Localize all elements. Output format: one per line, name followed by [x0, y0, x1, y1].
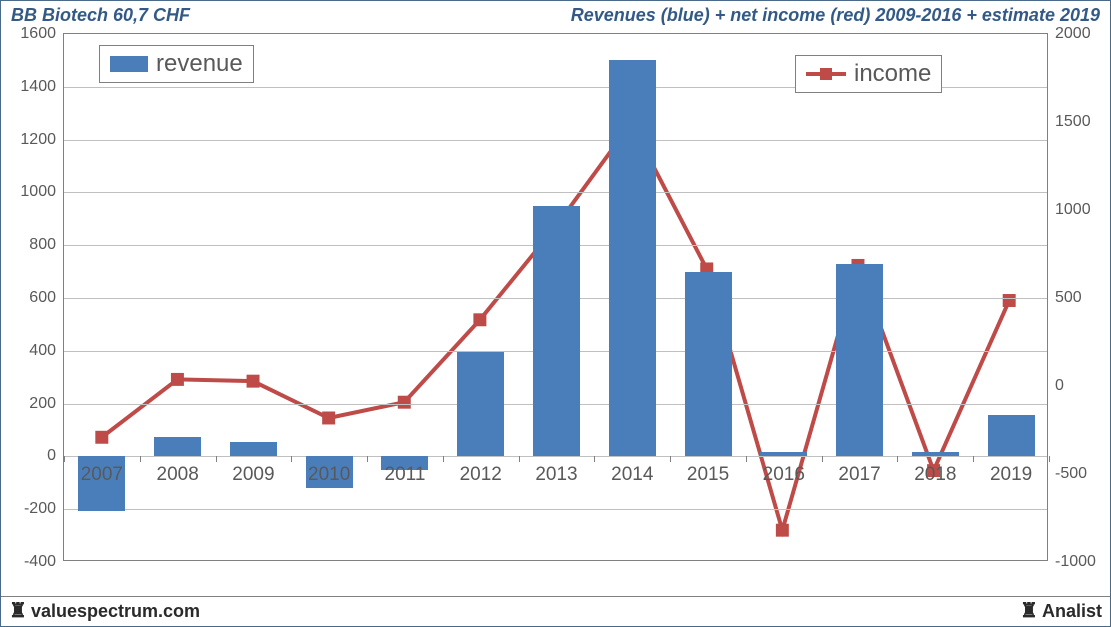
footer-left: ♜valuespectrum.com [9, 601, 200, 622]
x-category-label: 2014 [611, 464, 653, 486]
income-marker [398, 396, 411, 409]
y-left-tick-label: -200 [24, 500, 64, 518]
y-right-tick-label: -1000 [1047, 553, 1096, 571]
x-tick [670, 456, 671, 462]
y-left-tick-label: -400 [24, 553, 64, 571]
bar [836, 264, 883, 457]
income-marker [95, 431, 108, 444]
income-marker [776, 524, 789, 537]
bar [457, 352, 504, 456]
x-tick [973, 456, 974, 462]
y-right-tick-label: 2000 [1047, 25, 1091, 43]
legend-revenue: revenue [99, 45, 254, 83]
header-right-title: Revenues (blue) + net income (red) 2009-… [571, 5, 1100, 26]
income-marker [473, 313, 486, 326]
y-right-tick-label: 0 [1047, 377, 1064, 395]
income-marker [171, 373, 184, 386]
grid-line [64, 192, 1047, 193]
legend-income: income [795, 55, 942, 93]
footer-left-text: valuespectrum.com [31, 601, 200, 621]
x-tick [594, 456, 595, 462]
x-category-label: 2016 [763, 464, 805, 486]
chart-container: BB Biotech 60,7 CHF Revenues (blue) + ne… [0, 0, 1111, 627]
x-category-label: 2008 [157, 464, 199, 486]
bar [760, 452, 807, 456]
chart-footer: ♜valuespectrum.com ♜Analist [1, 596, 1110, 626]
y-left-tick-label: 1000 [20, 183, 64, 201]
x-tick [1049, 456, 1050, 462]
legend-revenue-swatch [110, 56, 148, 72]
y-left-tick-label: 400 [29, 342, 64, 360]
y-right-tick-label: 500 [1047, 289, 1082, 307]
y-left-tick-label: 1200 [20, 131, 64, 149]
y-left-tick-label: 800 [29, 236, 64, 254]
x-tick [291, 456, 292, 462]
legend-income-swatch [806, 72, 846, 76]
bar [230, 442, 277, 457]
bar [533, 206, 580, 457]
x-tick [367, 456, 368, 462]
legend-income-label: income [854, 60, 931, 88]
x-tick [519, 456, 520, 462]
x-category-label: 2013 [535, 464, 577, 486]
y-left-tick-label: 1600 [20, 25, 64, 43]
x-category-label: 2010 [308, 464, 350, 486]
bar [912, 452, 959, 456]
grid-line [64, 456, 1047, 457]
x-category-label: 2019 [990, 464, 1032, 486]
bar [988, 415, 1035, 456]
x-tick [140, 456, 141, 462]
grid-line [64, 509, 1047, 510]
x-category-label: 2015 [687, 464, 729, 486]
x-tick [216, 456, 217, 462]
income-marker [322, 412, 335, 425]
y-left-tick-label: 0 [47, 447, 64, 465]
grid-line [64, 140, 1047, 141]
chart-header: BB Biotech 60,7 CHF Revenues (blue) + ne… [1, 1, 1110, 29]
rook-icon: ♜ [1020, 601, 1038, 621]
y-left-tick-label: 200 [29, 395, 64, 413]
x-category-label: 2011 [385, 464, 426, 486]
y-right-tick-label: 1500 [1047, 113, 1091, 131]
x-tick [443, 456, 444, 462]
rook-icon: ♜ [9, 601, 27, 621]
y-right-tick-label: 1000 [1047, 201, 1091, 219]
footer-right-text: Analist [1042, 601, 1102, 621]
income-marker [247, 375, 260, 388]
x-category-label: 2017 [838, 464, 880, 486]
x-category-label: 2018 [914, 464, 956, 486]
plot-area: -400-20002004006008001000120014001600-10… [63, 33, 1048, 561]
x-tick [64, 456, 65, 462]
y-left-tick-label: 600 [29, 289, 64, 307]
y-right-tick-label: -500 [1047, 465, 1087, 483]
y-left-tick-label: 1400 [20, 78, 64, 96]
bar [609, 60, 656, 456]
x-category-label: 2007 [81, 464, 123, 486]
footer-right: ♜Analist [1020, 601, 1102, 622]
header-left-title: BB Biotech 60,7 CHF [11, 5, 190, 26]
x-tick [822, 456, 823, 462]
income-marker [1003, 294, 1016, 307]
x-tick [897, 456, 898, 462]
bar [685, 272, 732, 457]
x-category-label: 2012 [460, 464, 502, 486]
legend-revenue-label: revenue [156, 50, 243, 78]
bar [154, 437, 201, 457]
x-category-label: 2009 [232, 464, 274, 486]
x-tick [746, 456, 747, 462]
